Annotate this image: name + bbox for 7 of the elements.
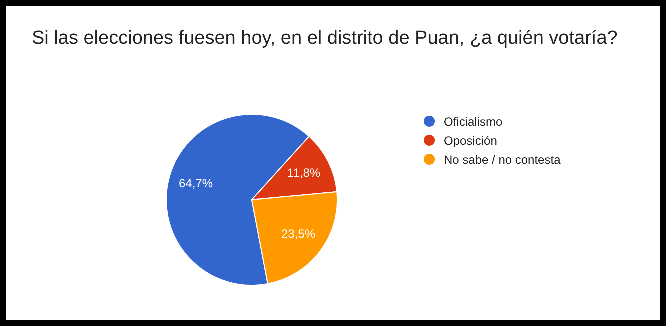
chart-title: Si las elecciones fuesen hoy, en el distrito de Puan, ¿a quién votaría? (32, 28, 618, 50)
data-label: 23,5% (281, 227, 316, 242)
legend-label: Oposición (444, 134, 498, 148)
data-label: 64,7% (179, 176, 214, 191)
data-label: 11,8% (287, 166, 321, 180)
legend-label: No sabe / no contesta (444, 152, 561, 166)
legend-label: Oficialismo (444, 114, 503, 128)
